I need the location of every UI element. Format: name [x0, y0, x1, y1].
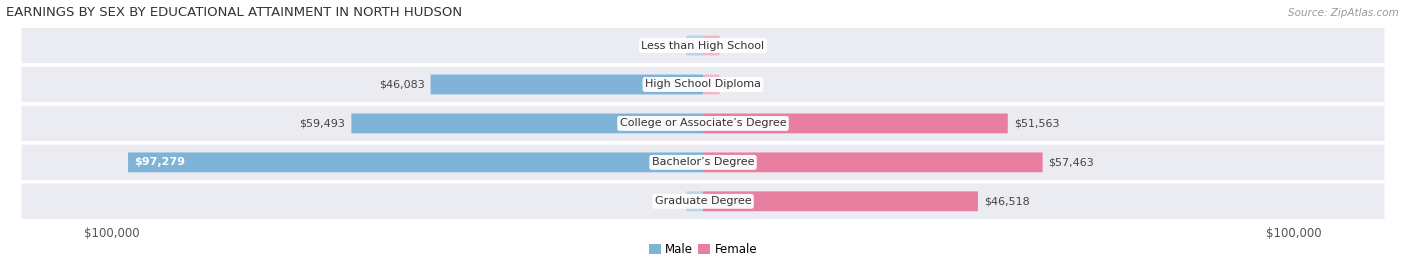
- FancyBboxPatch shape: [703, 36, 720, 55]
- FancyBboxPatch shape: [703, 152, 1043, 172]
- Text: Bachelor’s Degree: Bachelor’s Degree: [652, 157, 754, 167]
- Text: $0: $0: [723, 80, 737, 90]
- Text: $57,463: $57,463: [1049, 157, 1094, 167]
- Text: High School Diploma: High School Diploma: [645, 80, 761, 90]
- Legend: Male, Female: Male, Female: [644, 239, 762, 261]
- Text: Graduate Degree: Graduate Degree: [655, 196, 751, 206]
- FancyBboxPatch shape: [703, 75, 720, 94]
- FancyBboxPatch shape: [686, 191, 703, 211]
- Text: EARNINGS BY SEX BY EDUCATIONAL ATTAINMENT IN NORTH HUDSON: EARNINGS BY SEX BY EDUCATIONAL ATTAINMEN…: [6, 6, 461, 18]
- Text: $0: $0: [669, 196, 683, 206]
- FancyBboxPatch shape: [703, 191, 979, 211]
- Text: $97,279: $97,279: [134, 157, 186, 167]
- FancyBboxPatch shape: [686, 36, 703, 55]
- FancyBboxPatch shape: [128, 152, 703, 172]
- Text: $59,493: $59,493: [299, 118, 346, 128]
- FancyBboxPatch shape: [21, 106, 1385, 141]
- FancyBboxPatch shape: [21, 67, 1385, 102]
- FancyBboxPatch shape: [21, 184, 1385, 219]
- FancyBboxPatch shape: [352, 114, 703, 133]
- Text: $46,518: $46,518: [984, 196, 1029, 206]
- FancyBboxPatch shape: [703, 114, 1008, 133]
- Text: $0: $0: [723, 40, 737, 51]
- Text: $0: $0: [669, 40, 683, 51]
- Text: College or Associate’s Degree: College or Associate’s Degree: [620, 118, 786, 128]
- Text: $46,083: $46,083: [380, 80, 425, 90]
- Text: $51,563: $51,563: [1014, 118, 1059, 128]
- FancyBboxPatch shape: [21, 145, 1385, 180]
- FancyBboxPatch shape: [430, 75, 703, 94]
- Text: Less than High School: Less than High School: [641, 40, 765, 51]
- FancyBboxPatch shape: [21, 28, 1385, 63]
- Text: Source: ZipAtlas.com: Source: ZipAtlas.com: [1288, 8, 1399, 18]
